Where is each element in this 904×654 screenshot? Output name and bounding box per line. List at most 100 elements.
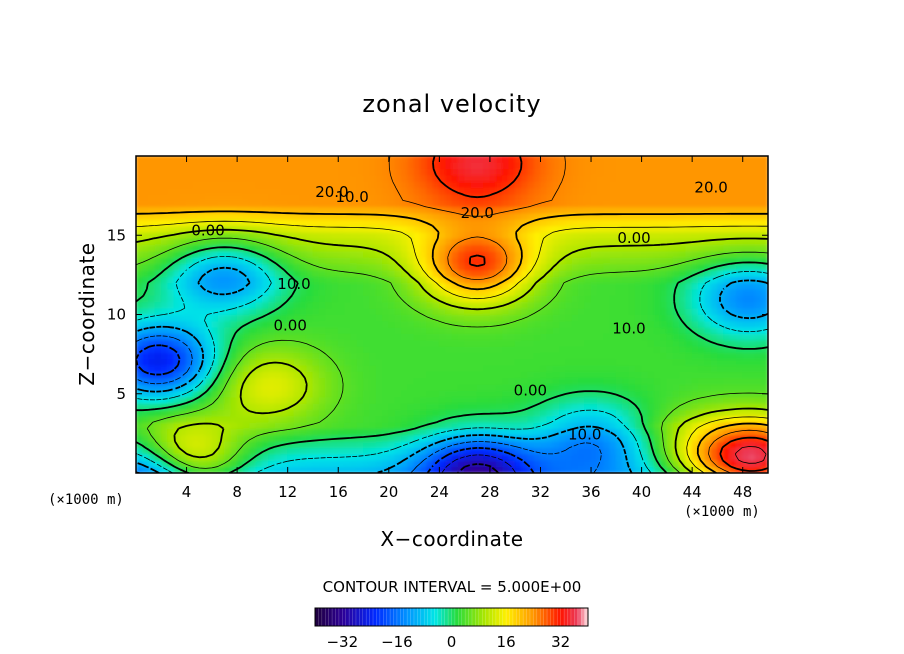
field-cell	[508, 193, 516, 201]
field-cell	[565, 396, 573, 404]
field-cell	[451, 219, 459, 227]
field-cell	[344, 320, 352, 328]
field-cell	[521, 466, 529, 473]
field-cell	[508, 440, 516, 449]
field-cell	[666, 453, 674, 461]
field-cell	[717, 358, 725, 366]
field-cell	[457, 396, 466, 404]
field-cell	[451, 352, 459, 360]
field-cell	[274, 440, 282, 449]
field-cell	[369, 466, 377, 473]
field-cell	[578, 206, 586, 214]
field-cell	[230, 263, 238, 271]
field-cell	[679, 238, 687, 246]
field-cell	[350, 326, 358, 334]
field-cell	[331, 447, 339, 455]
field-cell	[262, 453, 270, 461]
field-cell	[685, 206, 693, 214]
field-cell	[483, 415, 491, 423]
field-cell	[559, 339, 567, 347]
field-cell	[521, 257, 529, 265]
field-cell	[704, 434, 712, 442]
field-cell	[274, 345, 282, 353]
field-cell	[306, 244, 314, 252]
field-cell	[647, 358, 655, 366]
field-cell	[717, 244, 725, 252]
field-cell	[382, 257, 390, 265]
field-cell	[325, 339, 333, 347]
field-cell	[489, 225, 497, 233]
field-cell	[723, 396, 731, 404]
field-cell	[249, 263, 257, 271]
field-cell	[287, 415, 295, 423]
field-cell	[148, 358, 156, 366]
field-cell	[331, 333, 339, 341]
field-cell	[337, 428, 345, 436]
field-cell	[280, 409, 289, 417]
field-cell	[514, 301, 522, 309]
field-cell	[274, 314, 282, 322]
field-cell	[337, 257, 345, 265]
field-cell	[426, 193, 434, 201]
field-cell	[236, 231, 244, 239]
field-cell	[160, 161, 168, 170]
field-cell	[318, 371, 326, 379]
field-cell	[596, 377, 605, 385]
field-cell	[173, 156, 181, 163]
field-cell	[622, 288, 630, 296]
field-cell	[438, 421, 447, 430]
field-cell	[559, 206, 567, 214]
field-cell	[382, 244, 390, 252]
field-cell	[754, 377, 763, 385]
field-cell	[230, 345, 238, 353]
field-cell	[704, 383, 712, 391]
field-cell	[666, 434, 674, 442]
field-cell	[413, 250, 421, 258]
field-cell	[596, 352, 605, 360]
field-cell	[647, 320, 655, 328]
field-cell	[211, 415, 219, 423]
field-cell	[160, 199, 168, 208]
field-cell	[179, 250, 187, 258]
field-cell	[527, 180, 535, 189]
field-cell	[426, 263, 434, 271]
field-cell	[438, 314, 447, 322]
field-cell	[438, 156, 447, 163]
field-cell	[306, 339, 314, 347]
field-cell	[578, 314, 586, 322]
field-cell	[691, 288, 699, 296]
field-cell	[325, 314, 333, 322]
field-cell	[698, 295, 706, 303]
field-cell	[224, 345, 232, 353]
field-cell	[154, 326, 162, 334]
field-cell	[495, 453, 503, 461]
field-cell	[590, 377, 598, 385]
field-cell	[432, 402, 440, 410]
field-cell	[211, 434, 219, 442]
field-cell	[672, 402, 680, 410]
field-cell	[401, 307, 409, 315]
field-cell	[736, 212, 744, 220]
field-cell	[660, 225, 668, 233]
field-cell	[136, 320, 143, 328]
field-cell	[476, 168, 484, 176]
field-cell	[382, 238, 390, 246]
field-cell	[571, 428, 579, 436]
field-cell	[211, 390, 219, 398]
field-cell	[268, 333, 276, 341]
field-cell	[217, 295, 225, 303]
field-cell	[609, 364, 617, 372]
field-cell	[255, 301, 263, 309]
field-cell	[211, 396, 219, 404]
field-cell	[717, 326, 725, 334]
field-cell	[679, 244, 687, 252]
field-cell	[527, 276, 535, 284]
field-cell	[495, 238, 503, 246]
field-cell	[160, 459, 168, 468]
field-cell	[407, 244, 415, 252]
field-cell	[173, 244, 181, 252]
field-cell	[476, 320, 484, 328]
field-cell	[325, 206, 333, 214]
field-cell	[413, 415, 421, 423]
field-cell	[666, 295, 674, 303]
